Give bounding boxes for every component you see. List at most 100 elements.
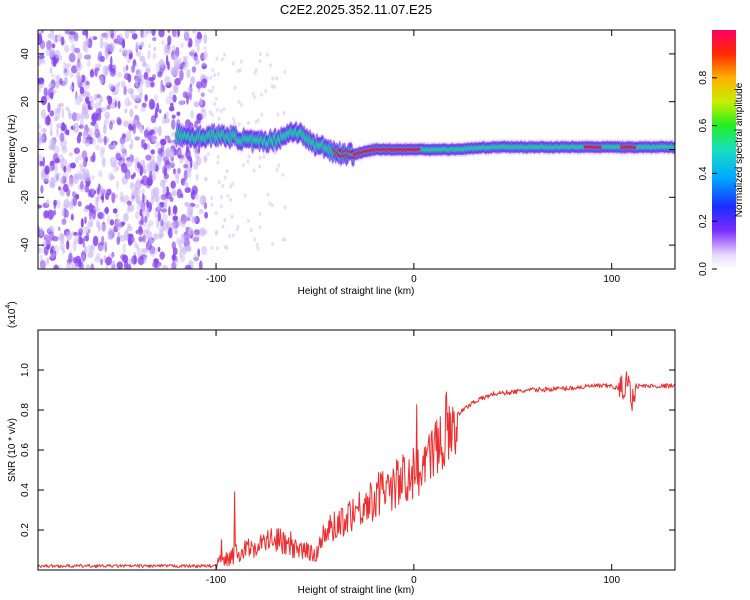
noise-speck bbox=[150, 81, 155, 88]
noise-speck bbox=[264, 89, 268, 93]
noise-speck bbox=[87, 189, 91, 198]
noise-speck bbox=[152, 37, 157, 42]
noise-speck bbox=[186, 95, 189, 105]
noise-speck bbox=[59, 78, 63, 85]
noise-speck bbox=[108, 83, 114, 90]
noise-speck bbox=[220, 57, 224, 62]
noise-speck bbox=[106, 95, 111, 101]
noise-speck bbox=[75, 156, 79, 164]
noise-speck bbox=[45, 199, 50, 207]
noise-speck bbox=[172, 30, 177, 38]
noise-speck bbox=[219, 108, 223, 113]
noise-speck bbox=[158, 30, 165, 38]
noise-speck bbox=[149, 248, 156, 258]
noise-speck bbox=[125, 64, 129, 71]
noise-speck bbox=[185, 149, 191, 160]
noise-speck bbox=[87, 228, 91, 234]
snr-y-tick-label: 0.8 bbox=[20, 403, 31, 417]
noise-speck bbox=[94, 206, 101, 213]
noise-speck bbox=[172, 205, 178, 215]
noise-speck bbox=[45, 48, 51, 57]
noise-speck bbox=[68, 152, 73, 157]
noise-speck bbox=[146, 223, 151, 232]
noise-speck bbox=[187, 86, 194, 94]
noise-speck bbox=[80, 218, 84, 228]
noise-speck bbox=[203, 33, 208, 44]
noise-speck bbox=[90, 155, 95, 163]
noise-speck bbox=[126, 49, 133, 54]
noise-speck bbox=[191, 185, 198, 196]
noise-speck bbox=[191, 216, 196, 224]
spectral-ridge bbox=[174, 119, 675, 169]
noise-speck bbox=[256, 118, 260, 123]
noise-speck bbox=[79, 112, 86, 120]
noise-speck bbox=[276, 112, 280, 117]
noise-speck bbox=[84, 139, 91, 147]
noise-speck bbox=[144, 215, 148, 224]
noise-speck bbox=[210, 112, 214, 117]
noise-speck bbox=[228, 234, 231, 239]
noise-speck bbox=[90, 100, 95, 109]
noise-speck bbox=[75, 62, 83, 71]
noise-speck bbox=[86, 222, 94, 228]
noise-speck bbox=[103, 135, 107, 146]
spectrogram-panel: -100 0 100 -40 -20 0 20 40 Height of straight … bbox=[7, 29, 676, 297]
noise-speck bbox=[237, 99, 241, 104]
noise-speck bbox=[236, 224, 240, 229]
noise-speck bbox=[275, 76, 279, 81]
noise-speck bbox=[65, 231, 72, 241]
noise-speck bbox=[77, 75, 83, 82]
noise-speck bbox=[66, 240, 70, 250]
noise-speck bbox=[111, 192, 116, 204]
noise-speck bbox=[58, 232, 65, 241]
noise-speck bbox=[123, 85, 127, 96]
noise-speck bbox=[183, 164, 189, 169]
noise-speck bbox=[106, 214, 111, 225]
noise-speck bbox=[231, 61, 235, 66]
noise-speck bbox=[91, 137, 96, 146]
noise-speck bbox=[215, 56, 219, 61]
noise-speck bbox=[96, 187, 100, 196]
noise-speck bbox=[44, 165, 50, 175]
noise-speck bbox=[99, 38, 104, 49]
noise-speck bbox=[63, 67, 70, 77]
noise-speck bbox=[99, 76, 104, 84]
noise-speck bbox=[171, 261, 177, 269]
noise-speck bbox=[186, 68, 191, 79]
noise-speck bbox=[54, 145, 60, 155]
noise-speck bbox=[143, 142, 148, 150]
noise-speck bbox=[161, 264, 169, 269]
noise-speck bbox=[148, 220, 154, 227]
noise-speck bbox=[117, 118, 122, 126]
noise-speck bbox=[160, 208, 168, 213]
noise-speck bbox=[156, 219, 159, 229]
noise-speck bbox=[208, 110, 212, 115]
noise-speck bbox=[119, 136, 126, 145]
noise-speck bbox=[187, 170, 192, 179]
noise-speck bbox=[87, 252, 94, 258]
colorbar-tick-label: 0.8 bbox=[698, 70, 709, 84]
noise-speck bbox=[181, 220, 186, 228]
noise-speck bbox=[170, 140, 176, 147]
noise-speck bbox=[192, 232, 198, 240]
noise-speck bbox=[193, 56, 199, 61]
noise-speck bbox=[193, 161, 199, 170]
noise-speck bbox=[116, 180, 119, 190]
noise-speck bbox=[134, 76, 139, 88]
noise-speck bbox=[100, 258, 103, 266]
noise-speck bbox=[95, 144, 101, 151]
noise-speck bbox=[53, 264, 59, 269]
noise-speck bbox=[100, 55, 105, 63]
noise-speck bbox=[172, 215, 179, 221]
noise-speck bbox=[76, 134, 81, 144]
noise-speck bbox=[157, 262, 161, 269]
noise-speck bbox=[91, 209, 96, 220]
noise-speck bbox=[97, 67, 100, 72]
noise-speck bbox=[256, 246, 260, 251]
noise-speck bbox=[38, 54, 45, 60]
noise-speck bbox=[106, 104, 111, 110]
noise-speck bbox=[254, 68, 258, 72]
noise-speck bbox=[146, 181, 151, 189]
snr-x-tick-label: 100 bbox=[603, 575, 620, 586]
noise-speck bbox=[143, 164, 147, 175]
